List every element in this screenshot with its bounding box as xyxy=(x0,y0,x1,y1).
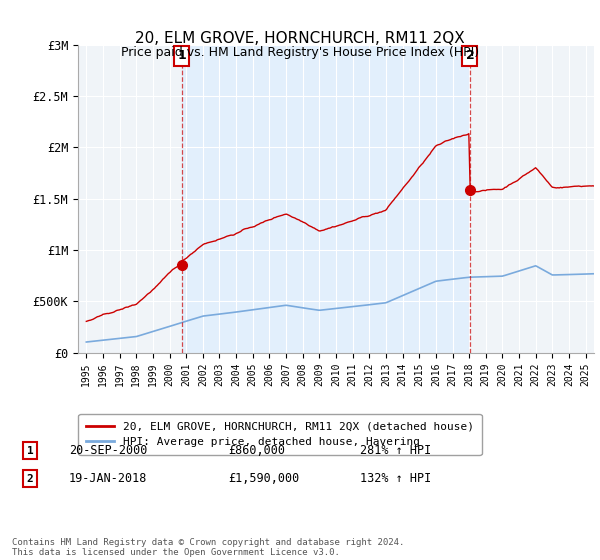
Bar xyxy=(182,45,470,353)
Text: Price paid vs. HM Land Registry's House Price Index (HPI): Price paid vs. HM Land Registry's House … xyxy=(121,46,479,59)
Text: Contains HM Land Registry data © Crown copyright and database right 2024.
This d: Contains HM Land Registry data © Crown c… xyxy=(12,538,404,557)
Text: 281% ↑ HPI: 281% ↑ HPI xyxy=(360,444,431,458)
Text: 19-JAN-2018: 19-JAN-2018 xyxy=(69,472,148,486)
Text: £860,000: £860,000 xyxy=(228,444,285,458)
Text: 1: 1 xyxy=(177,49,186,62)
Text: 1: 1 xyxy=(26,446,34,456)
Legend: 20, ELM GROVE, HORNCHURCH, RM11 2QX (detached house), HPI: Average price, detach: 20, ELM GROVE, HORNCHURCH, RM11 2QX (det… xyxy=(79,414,482,455)
Text: £1,590,000: £1,590,000 xyxy=(228,472,299,486)
Text: 20, ELM GROVE, HORNCHURCH, RM11 2QX: 20, ELM GROVE, HORNCHURCH, RM11 2QX xyxy=(135,31,465,46)
Text: 20-SEP-2000: 20-SEP-2000 xyxy=(69,444,148,458)
Text: 132% ↑ HPI: 132% ↑ HPI xyxy=(360,472,431,486)
Text: 2: 2 xyxy=(26,474,34,484)
Text: 2: 2 xyxy=(466,49,475,62)
